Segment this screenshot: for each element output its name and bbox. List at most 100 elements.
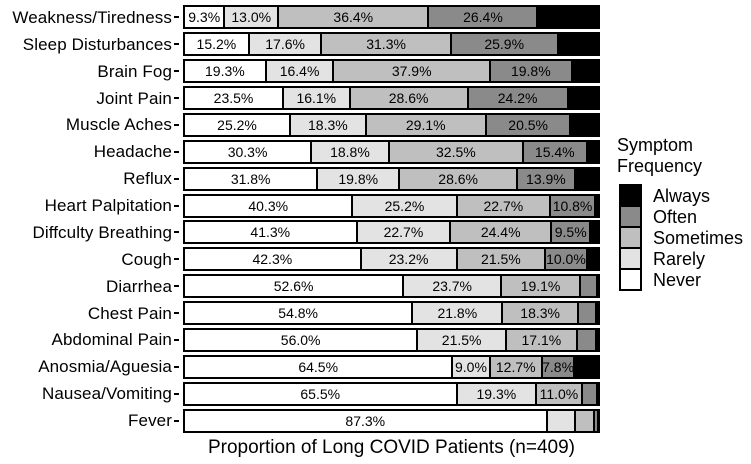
chart-row: Weakness/Tiredness 9.3% 13.0% 36.4% 26.4% <box>0 4 601 31</box>
bar: 42.3% 23.2% 21.5% 10.0% <box>183 247 600 272</box>
bar: 65.5% 19.3% 11.0% <box>183 381 600 406</box>
chart-row: Fever 87.3% <box>0 407 601 434</box>
bar-segment-sometimes: 22.7% <box>455 195 550 216</box>
bar-segment-always <box>595 303 598 324</box>
y-axis-tick <box>174 204 179 207</box>
bar-segment-often: 10.0% <box>544 249 586 270</box>
chart-row: Muscle Aches 25.2% 18.3% 29.1% 20.5% <box>0 112 601 139</box>
y-axis-label: Brain Fog <box>97 61 172 81</box>
bar-segment-always <box>585 249 598 270</box>
chart-row: Brain Fog 19.3% 16.4% 37.9% 19.8% <box>0 58 601 85</box>
bar-segment-often: 19.8% <box>488 61 571 82</box>
y-axis-label: Fever <box>128 411 172 431</box>
bar-segment-never: 40.3% <box>185 195 352 216</box>
legend-entry: Rarely <box>619 247 743 271</box>
bar-segment-never: 65.5% <box>185 383 456 404</box>
bar: 9.3% 13.0% 36.4% 26.4% <box>183 5 600 30</box>
bar-segment-rarely: 13.0% <box>223 7 278 28</box>
y-axis-label: Chest Pain <box>87 303 172 323</box>
bar: 15.2% 17.6% 31.3% 25.9% <box>183 32 600 57</box>
bar-segment-often <box>575 329 595 350</box>
bar-segment-never: 56.0% <box>185 329 417 350</box>
chart-row: Heart Palpitation 40.3% 25.2% 22.7% 10.8% <box>0 192 601 219</box>
bar-segment-rarely: 25.2% <box>351 195 456 216</box>
bar-segment-always <box>573 356 598 377</box>
y-axis-tick <box>174 392 179 395</box>
bar-segment-often <box>576 303 596 324</box>
bar: 25.2% 18.3% 29.1% 20.5% <box>183 112 600 137</box>
legend-label: Sometimes <box>653 227 744 248</box>
bar-segment-always <box>573 168 598 189</box>
bar: 19.3% 16.4% 37.9% 19.8% <box>183 59 600 84</box>
bar-segment-never: 54.8% <box>185 303 412 324</box>
bar-segment-never: 52.6% <box>185 276 403 297</box>
bar-segment-sometimes: 28.6% <box>398 168 517 189</box>
y-axis-tick <box>174 150 179 153</box>
bar-segment-never: 19.3% <box>185 61 265 82</box>
bar: 87.3% <box>183 408 600 433</box>
bar: 40.3% 25.2% 22.7% 10.8% <box>183 193 600 218</box>
bar: 41.3% 22.7% 24.4% 9.5% <box>183 220 600 245</box>
legend-entry: Often <box>619 205 743 229</box>
bar-segment-never: 30.3% <box>185 141 311 162</box>
bar-segment-never: 42.3% <box>185 249 360 270</box>
legend-swatch <box>619 247 642 271</box>
y-axis-tick <box>174 70 179 73</box>
chart-row: Reflux 31.8% 19.8% 28.6% 13.9% <box>0 165 601 192</box>
y-axis-label: Reflux <box>123 169 172 189</box>
bar-segment-never: 87.3% <box>185 410 546 431</box>
bar-segment-rarely: 16.4% <box>264 61 333 82</box>
y-axis-tick <box>174 258 179 261</box>
bar: 64.5% 9.0% 12.7% 7.8% <box>183 354 600 379</box>
y-axis-label: Sleep Disturbances <box>22 34 172 54</box>
bar-segment-always <box>595 383 598 404</box>
bar-segment-rarely: 17.6% <box>247 34 321 55</box>
legend: Symptom Frequency Always Often Sometimes Ra… <box>617 135 744 292</box>
bar-segment-always <box>585 141 598 162</box>
chart-row: Sleep Disturbances 15.2% 17.6% 31.3% 25.9% <box>0 31 601 58</box>
bar-segment-sometimes: 37.9% <box>332 61 489 82</box>
bar-segment-sometimes: 32.5% <box>387 141 522 162</box>
bar-segment-always <box>593 195 598 216</box>
bar-segment-often <box>580 383 596 404</box>
bar: 23.5% 16.1% 28.6% 24.2% <box>183 86 600 111</box>
bar-segment-rarely <box>545 410 574 431</box>
legend-swatch <box>619 184 642 208</box>
bar-segment-sometimes: 18.3% <box>501 303 577 324</box>
legend-title: Symptom Frequency <box>617 135 743 177</box>
chart-row: Nausea/Vomiting 65.5% 19.3% 11.0% <box>0 380 601 407</box>
legend-label: Never <box>653 269 702 290</box>
bar-segment-rarely: 9.0% <box>451 356 489 377</box>
chart-row: Chest Pain 54.8% 21.8% 18.3% <box>0 300 601 327</box>
y-axis-label: Muscle Aches <box>65 115 172 135</box>
bar-segment-sometimes: 24.4% <box>449 222 551 243</box>
legend-entries: Always Often Sometimes Rarely Never <box>619 184 744 292</box>
legend-label: Often <box>653 206 698 227</box>
legend-title-line2: Frequency <box>617 156 703 177</box>
bar-segment-often: 13.9% <box>516 168 574 189</box>
bar-segment-often: 25.9% <box>449 34 557 55</box>
bar-segment-often: 26.4% <box>427 7 537 28</box>
bar-segment-sometimes: 29.1% <box>364 114 485 135</box>
y-axis-label: Weakness/Tiredness <box>12 7 172 27</box>
bar-segment-rarely: 16.1% <box>282 88 349 109</box>
bar-segment-always <box>594 329 598 350</box>
y-axis-tick <box>174 419 179 422</box>
bar-segment-sometimes: 36.4% <box>277 7 428 28</box>
y-axis-tick <box>174 177 179 180</box>
bar-segment-sometimes: 21.5% <box>455 249 545 270</box>
y-axis-label: Cough <box>121 249 172 269</box>
y-axis-label: Headache <box>93 142 172 162</box>
y-axis-label: Diffculty Breathing <box>32 222 172 242</box>
bar-segment-never: 31.8% <box>185 168 317 189</box>
bar-segment-often: 20.5% <box>484 114 570 135</box>
chart-row: Abdominal Pain 56.0% 21.5% 17.1% <box>0 327 601 354</box>
bar-segment-often: 10.8% <box>549 195 594 216</box>
chart-row: Joint Pain 23.5% 16.1% 28.6% 24.2% <box>0 85 601 112</box>
y-axis-label: Anosmia/Aguesia <box>38 357 172 377</box>
y-axis-tick <box>174 97 179 100</box>
bar-segment-rarely: 21.8% <box>411 303 502 324</box>
bar-segment-always <box>596 410 599 431</box>
bar-segment-always <box>595 276 598 297</box>
